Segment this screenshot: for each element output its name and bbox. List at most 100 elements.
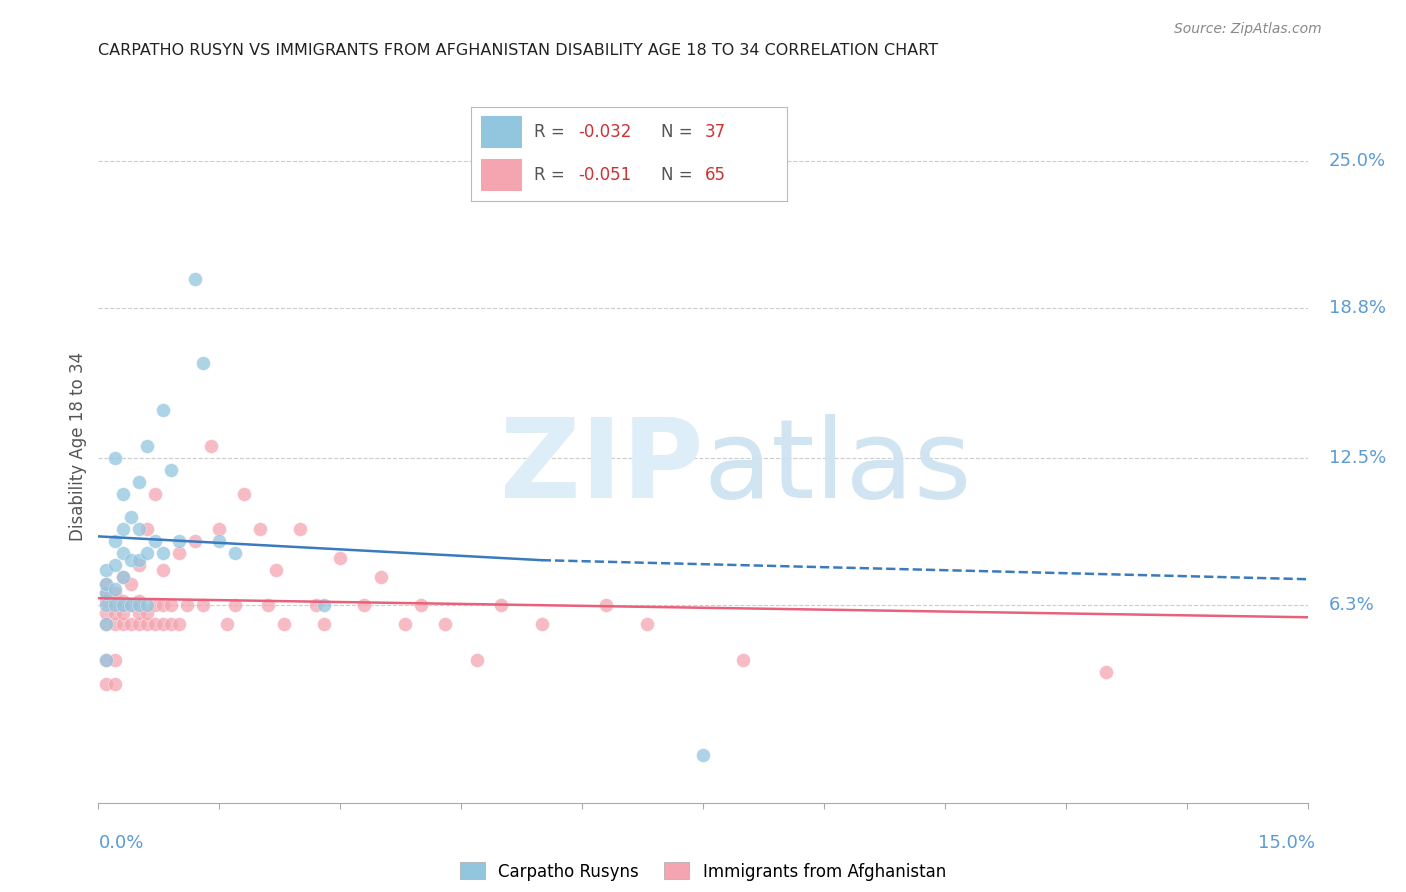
Point — [111, 546, 134, 560]
Point — [96, 586, 118, 600]
Text: CARPATHO RUSYN VS IMMIGRANTS FROM AFGHANISTAN DISABILITY AGE 18 TO 34 CORRELATIO: CARPATHO RUSYN VS IMMIGRANTS FROM AFGHAN… — [98, 43, 939, 58]
Point — [111, 599, 134, 613]
Point — [103, 606, 125, 620]
Point — [103, 558, 125, 572]
Text: R =: R = — [534, 123, 571, 141]
Point — [128, 475, 150, 489]
Point — [264, 563, 287, 577]
Point — [96, 653, 118, 667]
Point — [120, 510, 142, 524]
Point — [143, 486, 166, 500]
Point — [96, 653, 118, 667]
Point — [224, 546, 246, 560]
Point — [103, 586, 125, 600]
Point — [96, 606, 118, 620]
Legend: Carpatho Rusyns, Immigrants from Afghanistan: Carpatho Rusyns, Immigrants from Afghani… — [454, 855, 952, 888]
Point — [111, 570, 134, 584]
Point — [143, 534, 166, 549]
Bar — [481, 160, 522, 191]
Point — [409, 599, 432, 613]
Point — [232, 486, 254, 500]
Bar — [481, 116, 522, 148]
Point — [96, 577, 118, 591]
Point — [273, 617, 295, 632]
Point — [128, 522, 150, 536]
Point — [135, 599, 157, 613]
Point — [103, 653, 125, 667]
Point — [128, 553, 150, 567]
Point — [329, 550, 352, 565]
Point — [208, 534, 231, 549]
Text: 37: 37 — [706, 123, 727, 141]
Point — [103, 450, 125, 465]
Point — [96, 593, 118, 607]
Point — [120, 617, 142, 632]
Point — [135, 522, 157, 536]
Point — [353, 599, 375, 613]
Point — [103, 617, 125, 632]
Point — [152, 403, 174, 417]
Point — [217, 617, 239, 632]
Point — [208, 522, 231, 536]
Text: 25.0%: 25.0% — [1329, 152, 1386, 169]
Point — [193, 356, 215, 370]
Point — [595, 599, 617, 613]
Point — [103, 534, 125, 549]
Point — [636, 617, 658, 632]
Point — [314, 617, 336, 632]
Text: 12.5%: 12.5% — [1329, 449, 1386, 467]
Point — [288, 522, 311, 536]
Point — [111, 570, 134, 584]
Text: 0.0%: 0.0% — [98, 834, 143, 852]
Point — [96, 586, 118, 600]
Point — [111, 593, 134, 607]
Point — [224, 599, 246, 613]
Text: atlas: atlas — [703, 414, 972, 521]
Point — [184, 534, 207, 549]
Point — [143, 599, 166, 613]
Point — [1095, 665, 1118, 679]
Point — [160, 617, 183, 632]
Y-axis label: Disability Age 18 to 34: Disability Age 18 to 34 — [69, 351, 87, 541]
Point — [96, 563, 118, 577]
Point — [96, 617, 118, 632]
Point — [692, 748, 714, 763]
Point — [394, 617, 416, 632]
Point — [111, 617, 134, 632]
Point — [128, 558, 150, 572]
Text: Source: ZipAtlas.com: Source: ZipAtlas.com — [1174, 22, 1322, 37]
Point — [305, 599, 328, 613]
Point — [465, 653, 488, 667]
Point — [733, 653, 755, 667]
Point — [103, 677, 125, 691]
Point — [491, 599, 513, 613]
Point — [160, 463, 183, 477]
Point — [176, 599, 198, 613]
Point — [152, 563, 174, 577]
Point — [120, 553, 142, 567]
Point — [120, 599, 142, 613]
Point — [128, 617, 150, 632]
Point — [135, 546, 157, 560]
Point — [200, 439, 222, 453]
Point — [193, 599, 215, 613]
Point — [167, 546, 190, 560]
Point — [128, 599, 150, 613]
Point — [103, 593, 125, 607]
Point — [370, 570, 392, 584]
Point — [152, 546, 174, 560]
Point — [120, 599, 142, 613]
Text: -0.051: -0.051 — [579, 167, 631, 185]
Point — [111, 606, 134, 620]
Point — [152, 617, 174, 632]
Point — [96, 617, 118, 632]
Point — [256, 599, 278, 613]
Point — [96, 599, 118, 613]
Text: N =: N = — [661, 123, 697, 141]
Point — [111, 522, 134, 536]
Point — [135, 606, 157, 620]
Point — [160, 599, 183, 613]
Point — [530, 617, 553, 632]
Text: ZIP: ZIP — [499, 414, 703, 521]
Point — [167, 617, 190, 632]
